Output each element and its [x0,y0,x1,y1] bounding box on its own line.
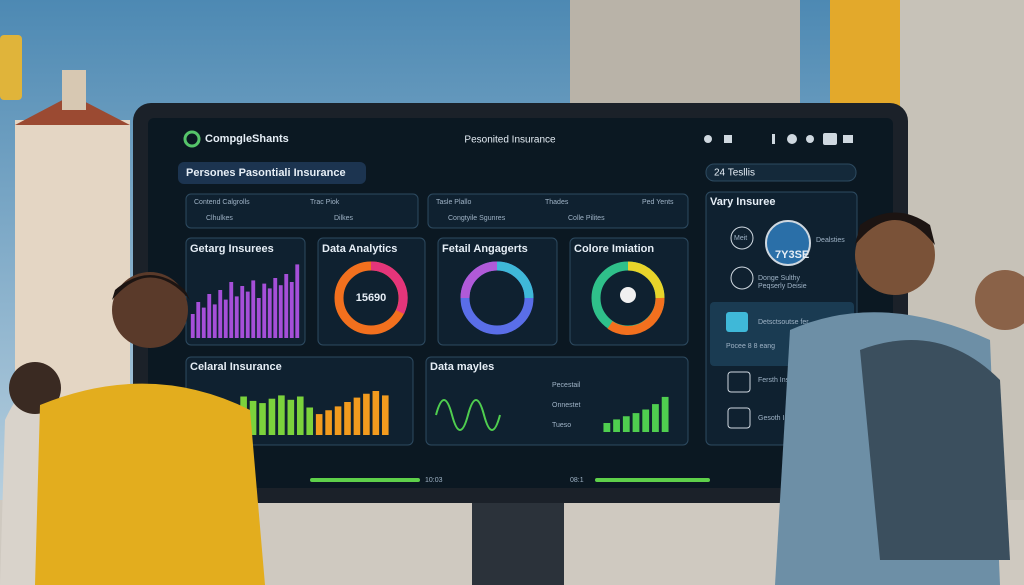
filter[interactable]: Congtyile Sgunres [448,215,506,222]
filter[interactable]: Dilkes [334,215,354,222]
bar [381,395,389,435]
people [0,212,1024,585]
bar [196,302,201,338]
bar [212,304,217,338]
side-label: Dealsties [816,237,845,244]
bar [256,298,261,338]
bar [190,314,195,338]
filter[interactable]: Ped Yents [642,199,674,206]
bar [240,286,245,338]
side-item[interactable]: Detsctsoutse fer [758,319,809,326]
bar [372,391,380,435]
bar [201,307,206,338]
bar [353,397,361,435]
bar [325,410,332,435]
bar [229,282,234,338]
search-box[interactable] [705,163,857,182]
search-text: 24 Tesllis [714,168,755,179]
header-title: Pesonited Insurance [464,135,556,146]
bar [306,407,314,435]
legend-entry: Onnestet [552,402,580,409]
filter[interactable]: Thades [545,199,569,206]
filter[interactable]: Tasle Plallo [436,199,472,206]
bar [218,290,223,338]
card-title: Celaral Insurance [190,361,282,373]
filter[interactable]: Clhulkes [206,215,233,222]
bar [207,294,212,338]
card-title: Data mayles [430,361,494,373]
legend-entry: Tueso [552,422,571,429]
filter[interactable]: Trac Piok [310,199,340,206]
bar [267,288,272,338]
side-title: Vary Insuree [710,196,775,208]
header-icons [704,133,853,145]
side-item[interactable]: Fersth Insurance [758,377,811,384]
bar [344,402,351,435]
bar [289,282,294,338]
chart-bars [190,264,669,435]
card-title: Getarg Insurees [190,243,274,255]
bar [652,404,659,432]
side-label: Meit [734,235,747,242]
legend-entry: Pecestail [552,382,581,389]
bar [295,264,300,338]
bar [334,406,342,435]
bar [284,274,289,338]
bar [661,396,669,432]
card-title: Fetail Angagerts [442,243,528,255]
bar [296,396,304,435]
bar [622,416,630,432]
bar [642,409,650,432]
banner: Persones Pasontiali Insurance [186,167,346,179]
bar [223,299,228,338]
bar [262,283,267,338]
filter[interactable]: Colle Pilites [568,215,605,222]
bar [273,278,278,338]
bar [278,285,283,338]
bar [245,291,250,338]
card-title: Data Analytics [322,243,397,255]
card-title: Colore Imiation [574,243,654,255]
bar [613,419,620,432]
bar [632,413,640,432]
bar [363,393,370,435]
filter[interactable]: Contend Calgrolls [194,199,250,206]
bar [278,395,285,435]
bar [234,296,239,338]
side-label: Donge Sulthy [758,275,801,282]
bar [315,414,323,435]
logo: CompgleShants [205,133,289,145]
bar [249,400,257,435]
bar [268,398,276,435]
bar [287,399,295,435]
side-label: 7Y3SE [775,249,809,261]
banner-box [178,162,366,184]
side-item[interactable]: Gesoth Insuarce [758,415,809,422]
footer-text: 08:1 [570,477,584,484]
side-label: Peqserly Deisie [758,283,807,290]
bar [259,403,266,435]
kpi-value: 15690 [356,292,387,304]
footer-text: 10:03 [425,477,443,484]
side-item[interactable]: Pocee 8 8 eang [726,343,775,350]
bar [251,280,256,338]
bar [603,423,611,432]
